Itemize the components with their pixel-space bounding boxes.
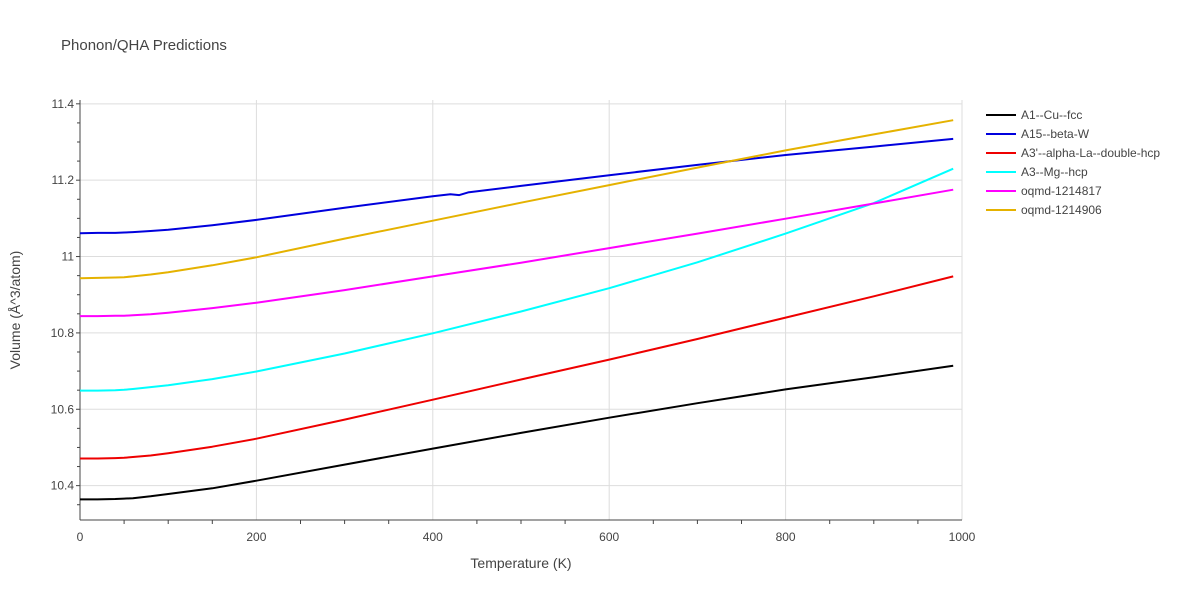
legend-label: A3'--alpha-La--double-hcp bbox=[1021, 146, 1160, 160]
y-tick-label: 11.4 bbox=[52, 97, 75, 111]
x-tick-label: 200 bbox=[246, 530, 266, 544]
x-tick-label: 1000 bbox=[949, 530, 976, 544]
series-line bbox=[79, 119, 954, 280]
series-layer bbox=[79, 119, 954, 501]
x-axis-title: Temperature (K) bbox=[470, 555, 571, 571]
legend-label: A1--Cu--fcc bbox=[1021, 108, 1082, 122]
legend-label: A15--beta-W bbox=[1021, 127, 1090, 141]
x-tick-label: 800 bbox=[776, 530, 796, 544]
x-tick-label: 400 bbox=[423, 530, 443, 544]
legend-label: A3--Mg--hcp bbox=[1021, 165, 1088, 179]
legend-item[interactable]: A1--Cu--fcc bbox=[986, 108, 1082, 122]
series-line bbox=[79, 137, 954, 235]
legend[interactable]: A1--Cu--fcc A15--beta-W A3'--alpha-La--dou… bbox=[986, 108, 1160, 217]
y-axis-title: Volume (Å^3/atom) bbox=[7, 251, 23, 370]
legend-item[interactable]: A3--Mg--hcp bbox=[986, 165, 1088, 179]
x-tick-label: 0 bbox=[77, 530, 84, 544]
legend-item[interactable]: A3'--alpha-La--double-hcp bbox=[986, 146, 1160, 160]
legend-item[interactable]: oqmd-1214817 bbox=[986, 184, 1102, 198]
x-tick-label: 600 bbox=[599, 530, 619, 544]
series-line bbox=[80, 275, 954, 460]
legend-label: oqmd-1214906 bbox=[1021, 203, 1102, 217]
series-line bbox=[80, 167, 954, 392]
y-tick-label: 10.6 bbox=[51, 402, 75, 416]
y-tick-label: 11.2 bbox=[52, 173, 75, 187]
y-tick-label: 10.4 bbox=[51, 479, 75, 493]
chart-title: Phonon/QHA Predictions bbox=[61, 37, 227, 54]
legend-item[interactable]: A15--beta-W bbox=[986, 127, 1090, 141]
series-line bbox=[80, 364, 954, 501]
grid-layer bbox=[80, 100, 963, 520]
axis-layer: 0 200 400 600 800 1000 10.4 10.6 10.8 11 11.2 11.4 bbox=[51, 97, 976, 544]
series-line bbox=[80, 188, 954, 318]
y-tick-label: 11 bbox=[62, 250, 75, 264]
y-tick-label: 10.8 bbox=[51, 326, 75, 340]
legend-item[interactable]: oqmd-1214906 bbox=[986, 203, 1102, 217]
legend-label: oqmd-1214817 bbox=[1021, 184, 1102, 198]
